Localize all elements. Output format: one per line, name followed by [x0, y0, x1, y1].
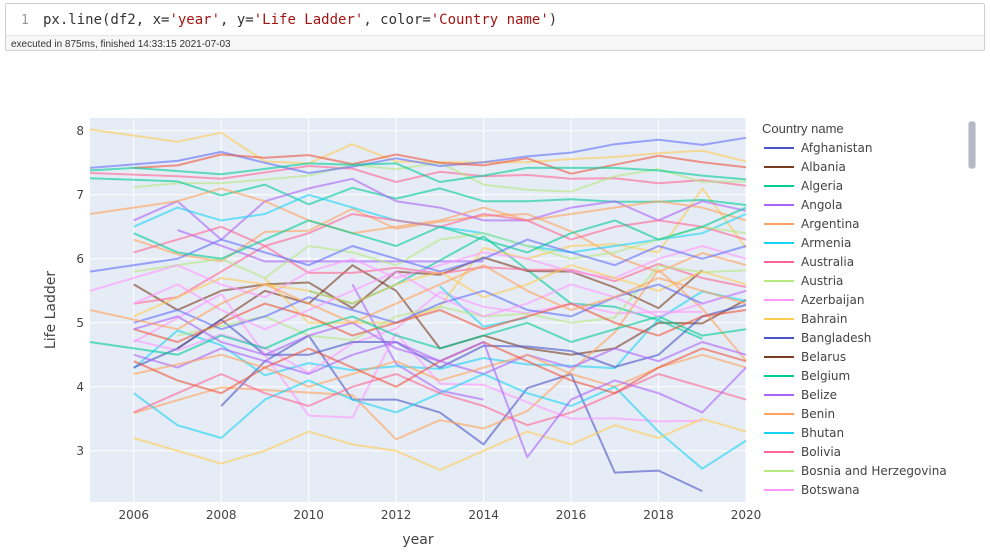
- x-tick-label: 2018: [643, 508, 674, 522]
- code-part: px.line(df2, x=: [43, 12, 170, 28]
- y-tick-label: 4: [76, 380, 84, 394]
- x-tick-label: 2014: [468, 508, 499, 522]
- y-tick-label: 7: [76, 188, 84, 202]
- series-line[interactable]: [133, 290, 747, 377]
- series-line[interactable]: [89, 245, 747, 299]
- legend-item[interactable]: Afghanistan: [764, 141, 872, 155]
- legend-label: Austria: [801, 274, 843, 288]
- tick-labels: 2006 2008 2010 2012 2014 2016 2018 2020 3 4 5 6 7 8: [76, 124, 761, 522]
- y-tick-label: 3: [76, 444, 84, 458]
- series-line[interactable]: [133, 291, 703, 374]
- x-tick-label: 2016: [556, 508, 587, 522]
- legend-item[interactable]: Azerbaijan: [764, 293, 864, 307]
- series-line[interactable]: [133, 268, 747, 441]
- legend-item[interactable]: Australia: [764, 255, 854, 269]
- series-line[interactable]: [89, 238, 747, 273]
- legend-item[interactable]: Belgium: [764, 369, 850, 383]
- legend-label: Argentina: [801, 217, 860, 231]
- legend-label: Bolivia: [801, 445, 841, 459]
- series-lines: [89, 128, 747, 493]
- series-line[interactable]: [89, 162, 747, 183]
- series-line[interactable]: [133, 303, 747, 369]
- code-part: ): [548, 12, 558, 28]
- legend-item[interactable]: Argentina: [764, 217, 860, 231]
- legend-label: Bosnia and Herzegovina: [801, 464, 947, 478]
- legend-label: Afghanistan: [801, 141, 872, 155]
- y-axis-label: Life Ladder: [43, 271, 59, 349]
- series-line[interactable]: [133, 283, 747, 331]
- legend-item[interactable]: Bangladesh: [764, 331, 871, 345]
- legend-label: Botswana: [801, 483, 860, 497]
- code-editor[interactable]: 1 px.line(df2, x='year', y='Life Ladder'…: [6, 4, 984, 36]
- series-line[interactable]: [133, 264, 747, 318]
- legend-label: Belarus: [801, 350, 846, 364]
- series-line[interactable]: [133, 153, 747, 175]
- legend-label: Belgium: [801, 369, 850, 383]
- y-tick-label: 6: [76, 252, 84, 266]
- y-tick-label: 5: [76, 316, 84, 330]
- legend-item[interactable]: Benin: [764, 407, 835, 421]
- legend-label: Bangladesh: [801, 331, 871, 345]
- legend-title: Country name: [762, 121, 844, 136]
- x-tick-label: 2010: [293, 508, 324, 522]
- series-line[interactable]: [133, 373, 747, 427]
- legend-label: Australia: [801, 255, 854, 269]
- legend-label: Azerbaijan: [801, 293, 864, 307]
- line-chart[interactable]: 2006 2008 2010 2012 2014 2016 2018 2020 3 4 5 6 7 8 y…: [0, 100, 990, 554]
- series-line[interactable]: [264, 187, 747, 324]
- legend-label: Angola: [801, 198, 842, 212]
- legend-item[interactable]: Albania: [764, 160, 846, 174]
- series-line[interactable]: [177, 229, 484, 263]
- code-part: , color=: [363, 12, 431, 28]
- series-line[interactable]: [351, 283, 484, 401]
- series-line[interactable]: [133, 270, 747, 331]
- series-line[interactable]: [133, 417, 747, 471]
- x-tick-label: 2020: [731, 508, 762, 522]
- y-tick-label: 8: [76, 124, 84, 138]
- code-part: , y=: [220, 12, 254, 28]
- x-tick-label: 2006: [118, 508, 149, 522]
- x-axis-label: year: [402, 532, 433, 548]
- legend-label: Belize: [801, 388, 837, 402]
- legend-scrollbar-thumb[interactable]: [968, 121, 976, 169]
- series-line[interactable]: [89, 264, 747, 331]
- x-tick-label: 2012: [381, 508, 412, 522]
- legend-label: Bhutan: [801, 426, 844, 440]
- series-line[interactable]: [133, 315, 747, 459]
- legend-item[interactable]: Austria: [764, 274, 843, 288]
- execution-status: executed in 875ms, finished 14:33:15 202…: [11, 39, 231, 50]
- legend-label: Bahrain: [801, 312, 847, 326]
- series-line[interactable]: [133, 245, 747, 305]
- legend-item[interactable]: Algeria: [764, 179, 843, 193]
- legend-label: Albania: [801, 160, 846, 174]
- x-tick-label: 2008: [206, 508, 237, 522]
- code-string-x: 'year': [169, 12, 221, 28]
- legend-item[interactable]: Bahrain: [764, 312, 847, 326]
- line-number: 1: [21, 13, 29, 28]
- legend-label: Armenia: [801, 236, 851, 250]
- legend-item[interactable]: Belarus: [764, 350, 846, 364]
- code-text[interactable]: px.line(df2, x='year', y='Life Ladder', …: [43, 12, 557, 28]
- legend-label: Algeria: [801, 179, 843, 193]
- legend-item[interactable]: Armenia: [764, 236, 851, 250]
- series-line[interactable]: [89, 315, 747, 356]
- legend-item[interactable]: Bolivia: [764, 445, 841, 459]
- legend-item[interactable]: Bhutan: [764, 426, 844, 440]
- series-line[interactable]: [133, 177, 747, 241]
- series-line[interactable]: [133, 225, 747, 279]
- series-line[interactable]: [133, 256, 703, 311]
- legend-item[interactable]: Bosnia and Herzegovina: [764, 464, 947, 478]
- legend: Afghanistan Albania Algeria Angola Argentina…: [764, 141, 947, 497]
- legend-item[interactable]: Botswana: [764, 483, 860, 497]
- series-line[interactable]: [89, 187, 747, 235]
- legend-item[interactable]: Angola: [764, 198, 842, 212]
- legend-label: Benin: [801, 407, 835, 421]
- series-line[interactable]: [133, 206, 747, 260]
- code-string-y: 'Life Ladder': [253, 12, 364, 28]
- legend-item[interactable]: Belize: [764, 388, 837, 402]
- code-string-color: 'Country name': [430, 12, 549, 28]
- notebook-cell[interactable]: 1 px.line(df2, x='year', y='Life Ladder'…: [5, 3, 985, 51]
